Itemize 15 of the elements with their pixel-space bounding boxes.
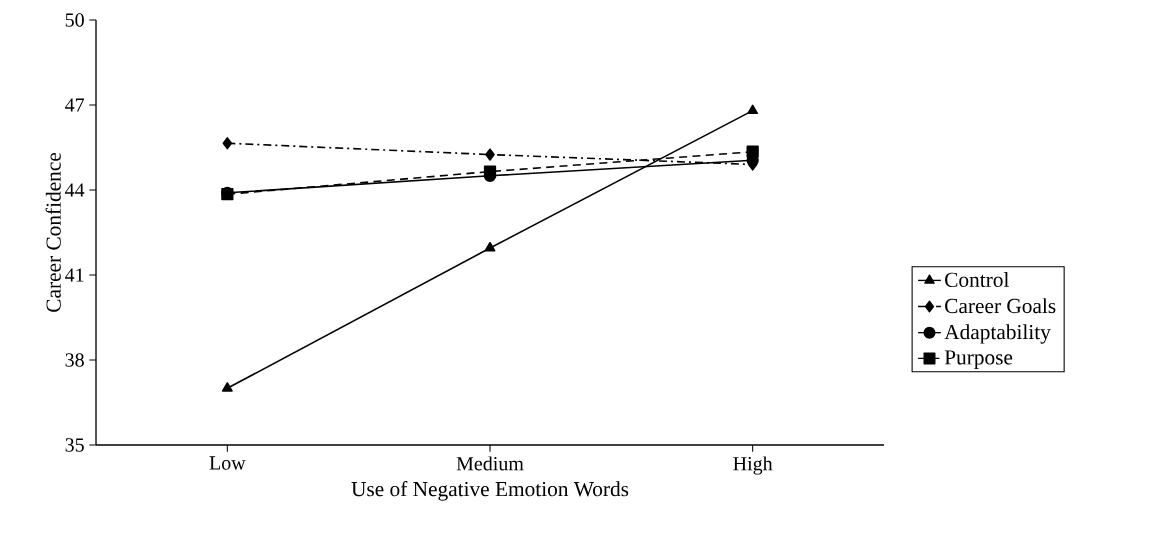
- x-tick-label: Medium: [456, 456, 524, 471]
- legend-label: Control: [945, 272, 1009, 288]
- y-tick-label: 41: [65, 268, 84, 282]
- x-axis-title: Use of Negative Emotion Words: [351, 481, 629, 501]
- y-tick-label: 50: [65, 13, 84, 27]
- y-tick-label: 38: [65, 353, 84, 367]
- legend-label: Career Goals: [945, 298, 1056, 314]
- legend-label: Purpose: [944, 350, 1013, 369]
- legend-label: Adaptability: [944, 324, 1051, 344]
- y-tick-label: 47: [65, 98, 85, 112]
- x-tick-label: Low: [209, 456, 246, 470]
- x-tick-label: High: [733, 456, 773, 475]
- y-tick-label: 35: [65, 438, 84, 452]
- y-tick-label: 44: [65, 183, 85, 197]
- y-axis-title: Career Confidence: [45, 152, 61, 312]
